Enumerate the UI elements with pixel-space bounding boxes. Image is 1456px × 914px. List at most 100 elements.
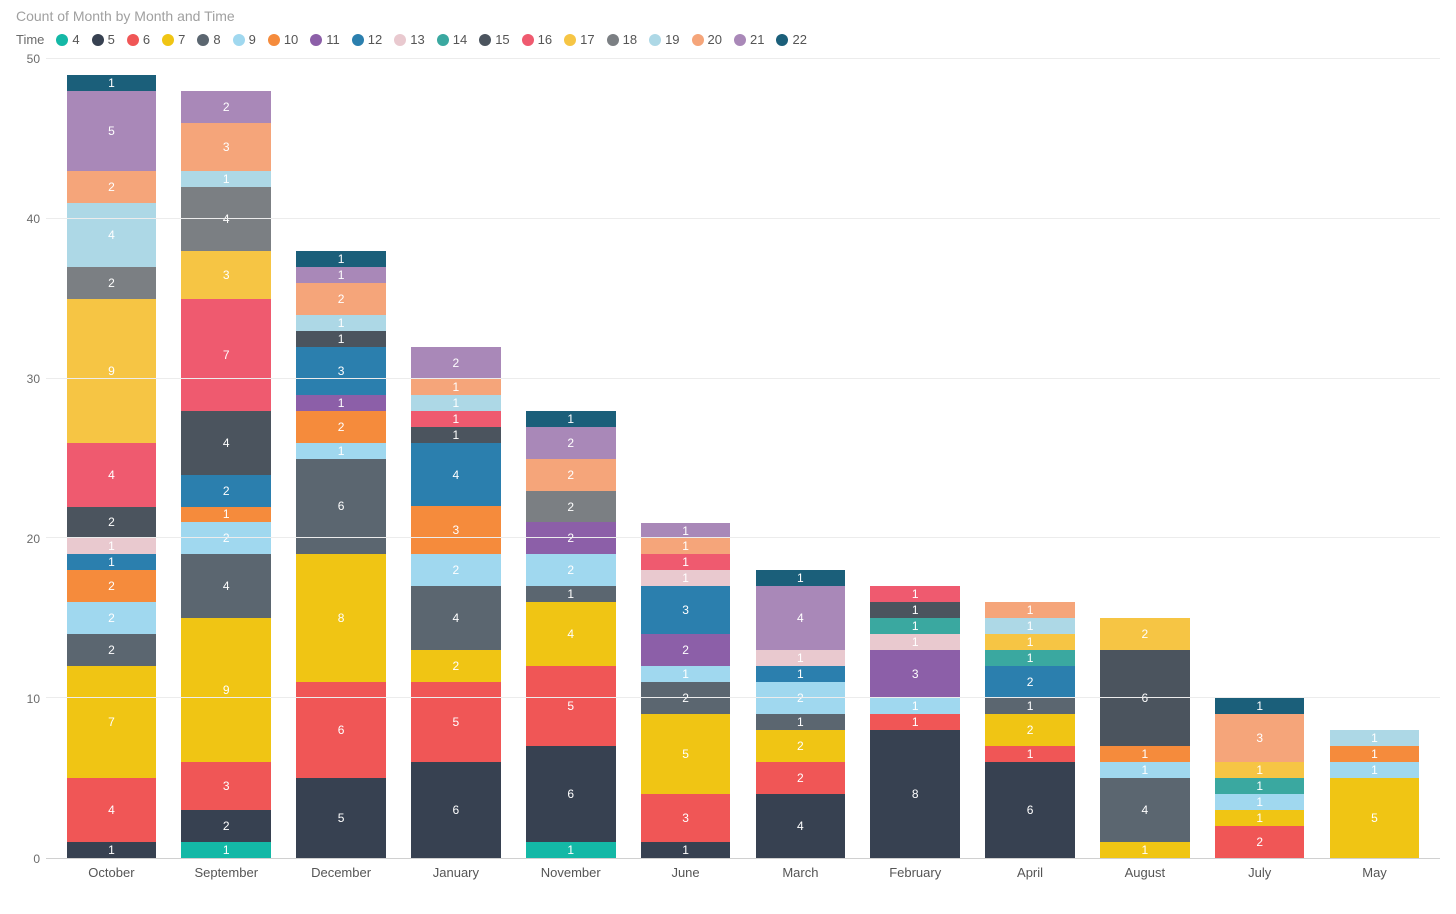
bar-segment[interactable]: 2 <box>411 554 501 586</box>
bar-segment[interactable]: 2 <box>526 459 616 491</box>
bar-segment[interactable]: 4 <box>756 586 846 650</box>
bar-segment[interactable]: 1 <box>756 650 846 666</box>
bar-segment[interactable]: 6 <box>985 762 1075 858</box>
bar-segment[interactable]: 3 <box>296 347 386 395</box>
bar-segment[interactable]: 5 <box>67 91 157 171</box>
bar-segment[interactable]: 2 <box>181 522 271 554</box>
bar-segment[interactable]: 2 <box>641 634 731 666</box>
bar-segment[interactable]: 1 <box>870 714 960 730</box>
bar-segment[interactable]: 1 <box>756 714 846 730</box>
legend-item-9[interactable]: 9 <box>233 32 256 47</box>
legend-item-14[interactable]: 14 <box>437 32 467 47</box>
bar-segment[interactable]: 1 <box>411 395 501 411</box>
bar-segment[interactable]: 2 <box>1100 618 1190 650</box>
bar-segment[interactable]: 1 <box>641 538 731 554</box>
legend-item-10[interactable]: 10 <box>268 32 298 47</box>
bar-segment[interactable]: 1 <box>1100 746 1190 762</box>
bar-segment[interactable]: 1 <box>181 171 271 187</box>
bar-segment[interactable]: 2 <box>181 810 271 842</box>
bar-segment[interactable]: 1 <box>985 618 1075 634</box>
bar-segment[interactable]: 1 <box>1215 762 1305 778</box>
bar-segment[interactable]: 1 <box>296 315 386 331</box>
bar-segment[interactable]: 5 <box>411 682 501 762</box>
bar-segment[interactable]: 1 <box>985 650 1075 666</box>
legend-item-16[interactable]: 16 <box>522 32 552 47</box>
legend-item-13[interactable]: 13 <box>394 32 424 47</box>
bar-segment[interactable]: 5 <box>526 666 616 746</box>
bar-segment[interactable]: 4 <box>526 602 616 666</box>
bar-stack[interactable]: 141162 <box>1100 618 1190 858</box>
bar-segment[interactable]: 3 <box>870 650 960 698</box>
bar-segment[interactable]: 3 <box>641 586 731 634</box>
bar-segment[interactable]: 1 <box>985 602 1075 618</box>
legend-item-20[interactable]: 20 <box>692 32 722 47</box>
bar-segment[interactable]: 8 <box>870 730 960 858</box>
legend-item-17[interactable]: 17 <box>564 32 594 47</box>
legend-item-7[interactable]: 7 <box>162 32 185 47</box>
bar-segment[interactable]: 1 <box>870 618 960 634</box>
bar-stack[interactable]: 123942124734132 <box>181 91 271 858</box>
bar-segment[interactable]: 3 <box>641 794 731 842</box>
bar-stack[interactable]: 13521231111 <box>641 522 731 858</box>
bar-segment[interactable]: 4 <box>411 586 501 650</box>
bar-segment[interactable]: 1 <box>411 427 501 443</box>
bar-segment[interactable]: 1 <box>526 411 616 427</box>
bar-segment[interactable]: 2 <box>67 267 157 299</box>
bar-segment[interactable]: 4 <box>1100 778 1190 842</box>
bar-segment[interactable]: 1 <box>67 75 157 91</box>
bar-segment[interactable]: 4 <box>181 554 271 618</box>
bar-segment[interactable]: 2 <box>526 522 616 554</box>
bar-stack[interactable]: 81131111 <box>870 586 960 858</box>
bar-segment[interactable]: 2 <box>67 602 157 634</box>
bar-segment[interactable]: 1 <box>526 842 616 858</box>
bar-segment[interactable]: 1 <box>641 842 731 858</box>
bar-segment[interactable]: 1 <box>296 395 386 411</box>
bar-segment[interactable]: 6 <box>296 459 386 555</box>
legend-item-21[interactable]: 21 <box>734 32 764 47</box>
bar-segment[interactable]: 2 <box>67 570 157 602</box>
bar-segment[interactable]: 2 <box>181 91 271 123</box>
bar-segment[interactable]: 1 <box>756 666 846 682</box>
bar-segment[interactable]: 4 <box>67 203 157 267</box>
bar-segment[interactable]: 2 <box>756 730 846 762</box>
bar-segment[interactable]: 1 <box>411 411 501 427</box>
bar-segment[interactable]: 1 <box>870 634 960 650</box>
bar-segment[interactable]: 1 <box>1215 778 1305 794</box>
bar-segment[interactable]: 6 <box>1100 650 1190 746</box>
bar-segment[interactable]: 1 <box>1330 730 1420 746</box>
bar-segment[interactable]: 1 <box>870 602 960 618</box>
legend-item-6[interactable]: 6 <box>127 32 150 47</box>
bar-segment[interactable]: 1 <box>641 523 731 539</box>
bar-segment[interactable]: 1 <box>985 698 1075 714</box>
bar-segment[interactable]: 2 <box>296 283 386 315</box>
bar-segment[interactable]: 4 <box>181 187 271 251</box>
bar-segment[interactable]: 4 <box>67 443 157 507</box>
bar-segment[interactable]: 5 <box>641 714 731 794</box>
bar-segment[interactable]: 2 <box>411 650 501 682</box>
bar-segment[interactable]: 2 <box>526 427 616 459</box>
bar-segment[interactable]: 2 <box>756 762 846 794</box>
bar-segment[interactable]: 1 <box>1330 762 1420 778</box>
bar-stack[interactable]: 5111 <box>1330 730 1420 858</box>
bar-segment[interactable]: 1 <box>1215 794 1305 810</box>
bar-segment[interactable]: 1 <box>641 554 731 570</box>
bar-segment[interactable]: 7 <box>181 299 271 411</box>
bar-segment[interactable]: 7 <box>67 666 157 778</box>
bar-segment[interactable]: 6 <box>526 746 616 842</box>
bar-stack[interactable]: 422121141 <box>756 570 846 858</box>
legend-item-4[interactable]: 4 <box>56 32 79 47</box>
bar-segment[interactable]: 2 <box>526 491 616 523</box>
bar-stack[interactable]: 1472221124924251 <box>67 75 157 858</box>
legend-item-19[interactable]: 19 <box>649 32 679 47</box>
bar-segment[interactable]: 1 <box>526 586 616 602</box>
bar-segment[interactable]: 5 <box>296 778 386 858</box>
bar-segment[interactable]: 1 <box>296 267 386 283</box>
bar-segment[interactable]: 2 <box>67 634 157 666</box>
bar-segment[interactable]: 1 <box>756 570 846 586</box>
legend-item-5[interactable]: 5 <box>92 32 115 47</box>
bar-segment[interactable]: 1 <box>296 331 386 347</box>
bar-segment[interactable]: 1 <box>870 586 960 602</box>
bar-segment[interactable]: 6 <box>411 762 501 858</box>
bar-segment[interactable]: 1 <box>1100 762 1190 778</box>
bar-segment[interactable]: 1 <box>181 842 271 858</box>
